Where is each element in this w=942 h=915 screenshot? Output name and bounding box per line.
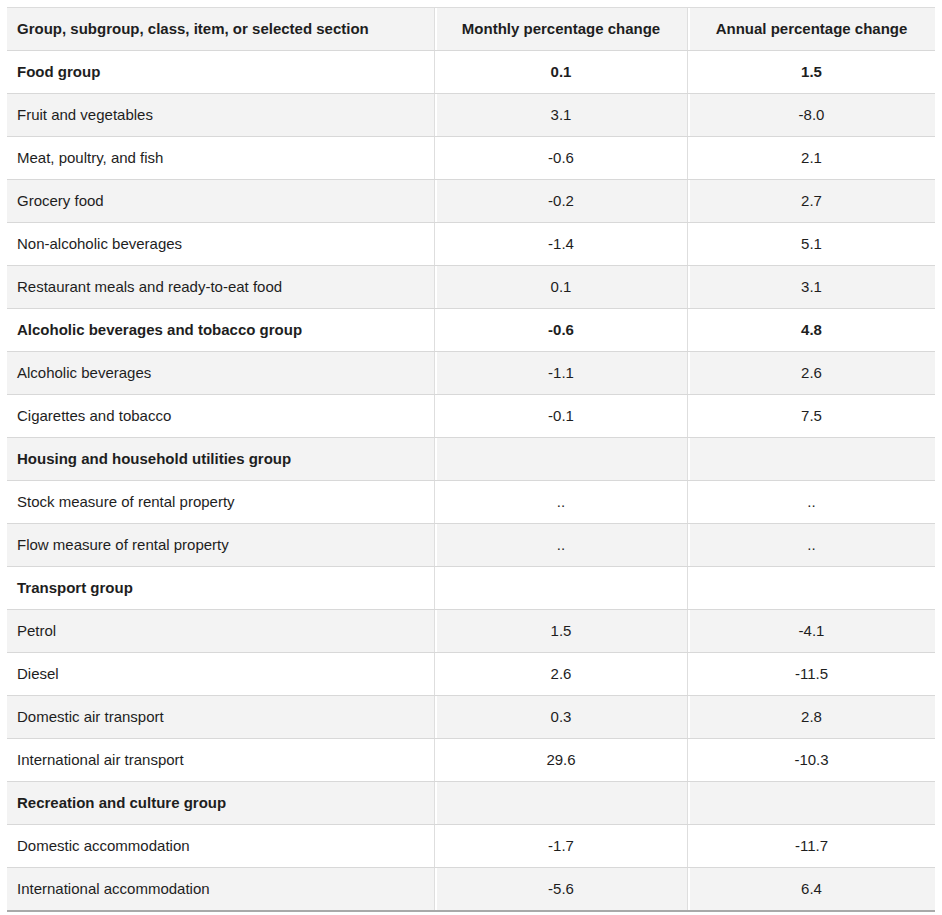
page: Group, subgroup, class, item, or selecte…	[0, 0, 942, 915]
monthly-value-cell: ..	[434, 481, 687, 523]
annual-value-cell: 6.4	[687, 868, 935, 910]
row-label-cell: Grocery food	[7, 180, 434, 222]
row-label-cell: Alcoholic beverages and tobacco group	[7, 309, 434, 351]
table-row: Grocery food-0.22.7	[7, 180, 935, 223]
table-row: Alcoholic beverages and tobacco group-0.…	[7, 309, 935, 352]
table-body: Food group0.11.5Fruit and vegetables3.1-…	[7, 51, 935, 910]
table-row: Cigarettes and tobacco-0.17.5	[7, 395, 935, 438]
table-row: Fruit and vegetables3.1-8.0	[7, 94, 935, 137]
annual-value-cell: 3.1	[687, 266, 935, 308]
monthly-value-cell: -0.2	[434, 180, 687, 222]
annual-value-cell: 4.8	[687, 309, 935, 351]
row-label-cell: Food group	[7, 51, 434, 93]
monthly-value-cell: 0.1	[434, 266, 687, 308]
table-row: Transport group	[7, 567, 935, 610]
annual-value-cell: -10.3	[687, 739, 935, 781]
monthly-value-cell: -1.1	[434, 352, 687, 394]
annual-value-cell: -11.5	[687, 653, 935, 695]
table-row: Domestic accommodation-1.7-11.7	[7, 825, 935, 868]
annual-value-cell: 2.7	[687, 180, 935, 222]
price-index-table: Group, subgroup, class, item, or selecte…	[7, 7, 935, 912]
monthly-value-cell: 29.6	[434, 739, 687, 781]
table-row: Non-alcoholic beverages-1.45.1	[7, 223, 935, 266]
annual-value-cell	[687, 782, 935, 824]
annual-value-cell: 1.5	[687, 51, 935, 93]
row-label-cell: Flow measure of rental property	[7, 524, 434, 566]
table-row: Domestic air transport0.32.8	[7, 696, 935, 739]
table-row: Diesel2.6-11.5	[7, 653, 935, 696]
table-row: Meat, poultry, and fish-0.62.1	[7, 137, 935, 180]
table-row: Recreation and culture group	[7, 782, 935, 825]
monthly-value-cell: -0.6	[434, 309, 687, 351]
monthly-value-cell: -0.1	[434, 395, 687, 437]
monthly-value-cell: 0.1	[434, 51, 687, 93]
column-header-annual-change: Annual percentage change	[687, 8, 935, 50]
table-row: International air transport29.6-10.3	[7, 739, 935, 782]
monthly-value-cell: -0.6	[434, 137, 687, 179]
table-row: Flow measure of rental property....	[7, 524, 935, 567]
annual-value-cell: 2.1	[687, 137, 935, 179]
table-row: Stock measure of rental property....	[7, 481, 935, 524]
row-label-cell: Restaurant meals and ready-to-eat food	[7, 266, 434, 308]
monthly-value-cell	[434, 567, 687, 609]
table-row: Alcoholic beverages-1.12.6	[7, 352, 935, 395]
row-label-cell: International air transport	[7, 739, 434, 781]
monthly-value-cell: 2.6	[434, 653, 687, 695]
annual-value-cell: 2.6	[687, 352, 935, 394]
monthly-value-cell: -1.7	[434, 825, 687, 867]
annual-value-cell: -8.0	[687, 94, 935, 136]
table-row: Petrol1.5-4.1	[7, 610, 935, 653]
monthly-value-cell: 0.3	[434, 696, 687, 738]
row-label-cell: Cigarettes and tobacco	[7, 395, 434, 437]
monthly-value-cell: 3.1	[434, 94, 687, 136]
annual-value-cell: 2.8	[687, 696, 935, 738]
row-label-cell: Non-alcoholic beverages	[7, 223, 434, 265]
row-label-cell: Diesel	[7, 653, 434, 695]
table-row: Food group0.11.5	[7, 51, 935, 94]
monthly-value-cell: -5.6	[434, 868, 687, 910]
annual-value-cell: 7.5	[687, 395, 935, 437]
monthly-value-cell	[434, 438, 687, 480]
row-label-cell: Meat, poultry, and fish	[7, 137, 434, 179]
annual-value-cell	[687, 438, 935, 480]
annual-value-cell: -4.1	[687, 610, 935, 652]
monthly-value-cell: -1.4	[434, 223, 687, 265]
row-label-cell: Alcoholic beverages	[7, 352, 434, 394]
table-row: International accommodation-5.66.4	[7, 868, 935, 910]
row-label-cell: Fruit and vegetables	[7, 94, 434, 136]
row-label-cell: Domestic accommodation	[7, 825, 434, 867]
row-label-cell: Housing and household utilities group	[7, 438, 434, 480]
table-row: Housing and household utilities group	[7, 438, 935, 481]
column-header-monthly-change: Monthly percentage change	[434, 8, 687, 50]
table-header-row: Group, subgroup, class, item, or selecte…	[7, 8, 935, 51]
monthly-value-cell: 1.5	[434, 610, 687, 652]
row-label-cell: Stock measure of rental property	[7, 481, 434, 523]
annual-value-cell	[687, 567, 935, 609]
monthly-value-cell: ..	[434, 524, 687, 566]
table-row: Restaurant meals and ready-to-eat food0.…	[7, 266, 935, 309]
column-header-group: Group, subgroup, class, item, or selecte…	[7, 8, 434, 50]
annual-value-cell: -11.7	[687, 825, 935, 867]
row-label-cell: Transport group	[7, 567, 434, 609]
row-label-cell: International accommodation	[7, 868, 434, 910]
annual-value-cell: ..	[687, 524, 935, 566]
monthly-value-cell	[434, 782, 687, 824]
annual-value-cell: ..	[687, 481, 935, 523]
row-label-cell: Petrol	[7, 610, 434, 652]
row-label-cell: Recreation and culture group	[7, 782, 434, 824]
annual-value-cell: 5.1	[687, 223, 935, 265]
row-label-cell: Domestic air transport	[7, 696, 434, 738]
